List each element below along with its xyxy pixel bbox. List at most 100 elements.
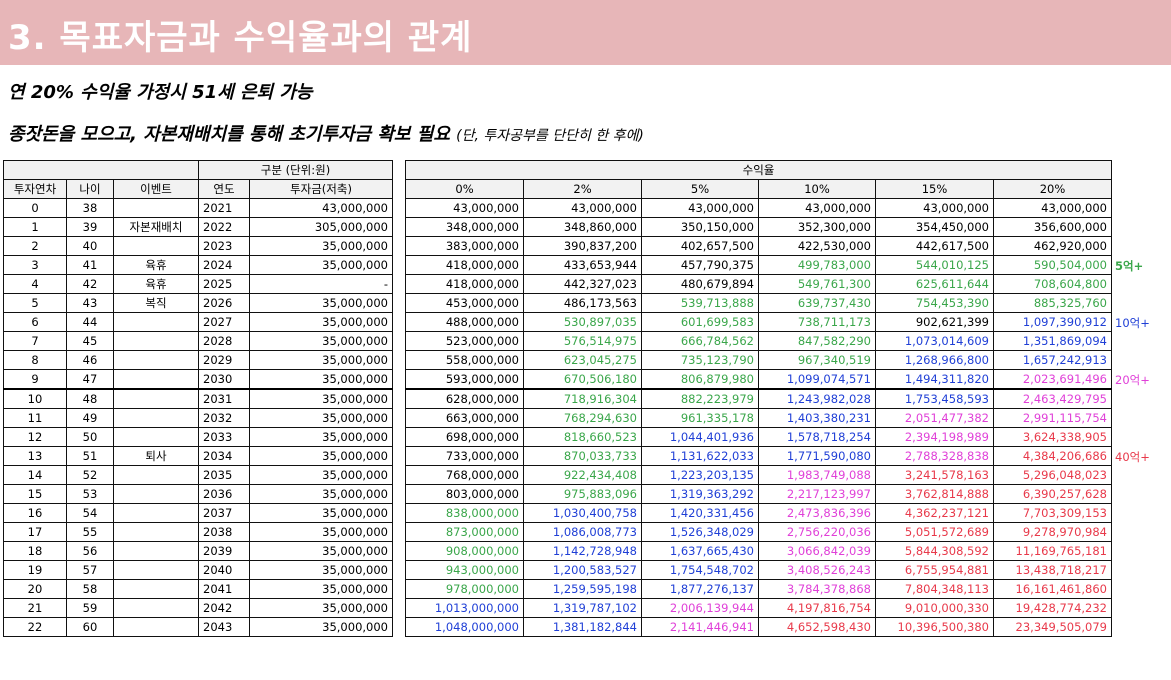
cell-event: [113, 427, 199, 447]
cell-projected-amount: 348,000,000: [405, 217, 524, 237]
cell-projected-amount: 698,000,000: [405, 427, 524, 447]
table-row: 2 40 2023 35,000,000: [3, 236, 393, 256]
return-rate-group-header: 수익율: [405, 160, 1112, 180]
table-row: 10 48 2031 35,000,000: [3, 388, 393, 409]
cell-year: 2031: [198, 388, 250, 409]
cell-age: 57: [66, 560, 114, 580]
cell-investment: 35,000,000: [249, 560, 393, 580]
cell-projected-amount: 2,463,429,795: [993, 388, 1112, 409]
cell-event: 육휴: [113, 274, 199, 294]
cell-projected-amount: 666,784,562: [641, 331, 759, 351]
cell-age: 38: [66, 198, 114, 218]
cell-investment: 35,000,000: [249, 350, 393, 370]
cell-projected-amount: 943,000,000: [405, 560, 524, 580]
cell-year-index: 15: [3, 484, 67, 504]
cell-year: 2042: [198, 598, 250, 618]
cell-projected-amount: 1,771,590,080: [758, 446, 876, 466]
cell-projected-amount: 1,048,000,000: [405, 617, 524, 637]
col-header-rate: 15%: [875, 179, 994, 199]
cell-projected-amount: 738,711,173: [758, 312, 876, 332]
blank-header: [3, 160, 199, 180]
table-row: 943,000,000 1,200,583,527 1,754,548,702 3,4…: [405, 560, 1112, 580]
cell-projected-amount: 442,327,023: [523, 274, 642, 294]
table-row: 0 38 2021 43,000,000: [3, 198, 393, 218]
cell-projected-amount: 418,000,000: [405, 274, 524, 294]
cell-projected-amount: 7,703,309,153: [993, 503, 1112, 523]
cell-investment: 35,000,000: [249, 484, 393, 504]
cell-event: [113, 388, 199, 409]
classification-table-body: 0 38 2021 43,000,000 1 39 자본재배치 2022 305,000,000…: [3, 198, 393, 637]
cell-year-index: 8: [3, 350, 67, 370]
cell-year: 2035: [198, 465, 250, 485]
table-row: 803,000,000 975,883,096 1,319,363,292 2,217…: [405, 484, 1112, 504]
table-row: 4 42 육휴 2025-: [3, 274, 393, 294]
cell-projected-amount: 549,761,300: [758, 274, 876, 294]
cell-projected-amount: 2,023,691,496: [993, 369, 1112, 390]
cell-projected-amount: 1,657,242,913: [993, 350, 1112, 370]
cell-projected-amount: 1,097,390,912: [993, 312, 1112, 332]
cell-projected-amount: 13,438,718,217: [993, 560, 1112, 580]
cell-year: 2043: [198, 617, 250, 637]
cell-age: 50: [66, 427, 114, 447]
cell-projected-amount: 3,784,378,868: [758, 579, 876, 599]
cell-age: 49: [66, 408, 114, 428]
cell-projected-amount: 975,883,096: [523, 484, 642, 504]
table-row: 348,000,000 348,860,000 350,150,000 352,300…: [405, 217, 1112, 237]
headline-note: (단, 투자공부를 단단히 한 후에): [456, 128, 644, 144]
cell-projected-amount: 3,762,814,888: [875, 484, 994, 504]
cell-projected-amount: 544,010,125: [875, 255, 994, 275]
cell-event: 복직: [113, 293, 199, 313]
cell-year: 2023: [198, 236, 250, 256]
cell-projected-amount: 590,504,000: [993, 255, 1112, 275]
return-rate-header-row: 0% 2% 5% 10% 15% 20%: [405, 179, 1112, 199]
table-row: 1,048,000,000 1,381,182,844 2,141,446,941 4…: [405, 617, 1112, 637]
cell-year-index: 7: [3, 331, 67, 351]
cell-projected-amount: 390,837,200: [523, 236, 642, 256]
cell-projected-amount: 838,000,000: [405, 503, 524, 523]
col-header-age: 나이: [66, 179, 114, 199]
cell-projected-amount: 1,381,182,844: [523, 617, 642, 637]
cell-projected-amount: 1,044,401,936: [641, 427, 759, 447]
cell-projected-amount: 354,450,000: [875, 217, 994, 237]
cell-event: [113, 522, 199, 542]
cell-year: 2025: [198, 274, 250, 294]
table-row: 8 46 2029 35,000,000: [3, 350, 393, 370]
table-row: 908,000,000 1,142,728,948 1,637,665,430 3,0…: [405, 541, 1112, 561]
cell-projected-amount: 1,983,749,088: [758, 465, 876, 485]
cell-age: 46: [66, 350, 114, 370]
table-row: 11 49 2032 35,000,000: [3, 408, 393, 428]
cell-projected-amount: 718,916,304: [523, 388, 642, 409]
cell-event: [113, 350, 199, 370]
cell-investment: 35,000,000: [249, 446, 393, 466]
cell-projected-amount: 1,403,380,231: [758, 408, 876, 428]
cell-projected-amount: 978,000,000: [405, 579, 524, 599]
cell-projected-amount: 768,294,630: [523, 408, 642, 428]
cell-projected-amount: 1,259,595,198: [523, 579, 642, 599]
cell-age: 51: [66, 446, 114, 466]
cell-investment: 35,000,000: [249, 617, 393, 637]
cell-event: [113, 408, 199, 428]
cell-event: 육휴: [113, 255, 199, 275]
cell-event: [113, 560, 199, 580]
col-header-rate: 0%: [405, 179, 524, 199]
cell-projected-amount: 1,753,458,593: [875, 388, 994, 409]
cell-projected-amount: 847,582,290: [758, 331, 876, 351]
cell-projected-amount: 1,243,982,028: [758, 388, 876, 409]
cell-year-index: 12: [3, 427, 67, 447]
cell-investment: 43,000,000: [249, 198, 393, 218]
cell-projected-amount: 1,142,728,948: [523, 541, 642, 561]
cell-year-index: 20: [3, 579, 67, 599]
table-row: 383,000,000 390,837,200 402,657,500 422,530…: [405, 236, 1112, 256]
cell-projected-amount: 768,000,000: [405, 465, 524, 485]
headline-seed-money-text: 종잣돈을 모으고, 자본재배치를 통해 초기투자금 확보 필요: [8, 124, 450, 145]
table-row: 453,000,000 486,173,563 539,713,888 639,737…: [405, 293, 1112, 313]
cell-projected-amount: 576,514,975: [523, 331, 642, 351]
cell-year: 2038: [198, 522, 250, 542]
cell-projected-amount: 1,030,400,758: [523, 503, 642, 523]
title-banner: 3. 목표자금과 수익율과의 관계: [0, 0, 1171, 65]
cell-year-index: 2: [3, 236, 67, 256]
cell-year-index: 10: [3, 388, 67, 409]
cell-projected-amount: 1,319,363,292: [641, 484, 759, 504]
cell-year: 2036: [198, 484, 250, 504]
cell-event: 자본재배치: [113, 217, 199, 237]
